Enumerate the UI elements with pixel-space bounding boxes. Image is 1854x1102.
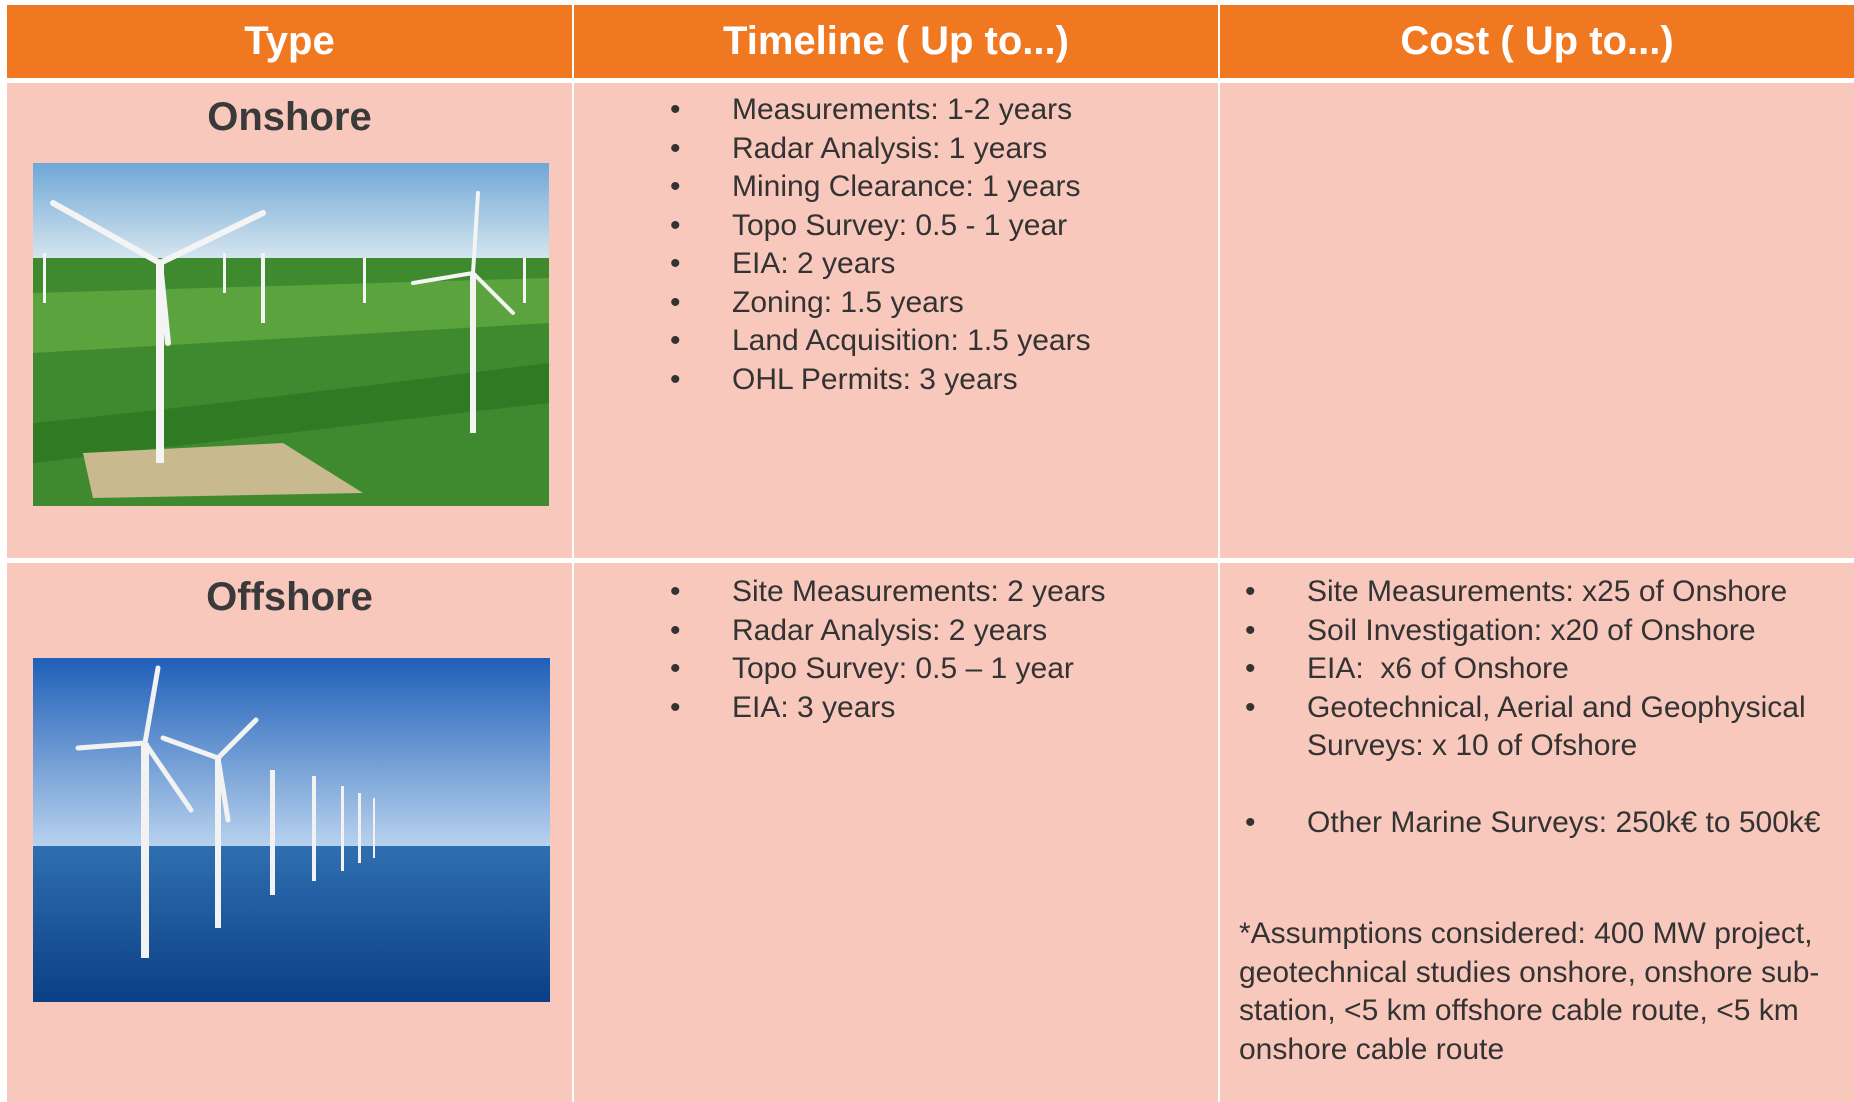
cost-item: Geotechnical, Aerial and Geophysical Sur…: [1245, 689, 1850, 766]
header-text: Timeline ( Up to...): [723, 19, 1069, 64]
cost-item: Other Marine Surveys: 250k€ to 500k€: [1245, 804, 1850, 843]
timeline-item: Land Acquisition: 1.5 years: [670, 322, 1091, 361]
header-cell: Cost ( Up to...): [1220, 5, 1854, 78]
timeline-item: Site Measurements: 2 years: [670, 573, 1106, 612]
timeline-item: Zoning: 1.5 years: [670, 284, 1091, 323]
header-text: Type: [244, 19, 334, 64]
timeline-item: Topo Survey: 0.5 – 1 year: [670, 650, 1106, 689]
timeline-cell: Measurements: 1-2 yearsRadar Analysis: 1…: [574, 83, 1218, 558]
header-text: Cost ( Up to...): [1400, 19, 1673, 64]
cost-list: Site Measurements: x25 of OnshoreSoil In…: [1245, 573, 1850, 843]
timeline-item: EIA: 3 years: [670, 689, 1106, 728]
type-cell: Onshore: [7, 83, 572, 558]
type-label: Offshore: [7, 575, 572, 620]
timeline-item: Radar Analysis: 1 years: [670, 130, 1091, 169]
assumptions-note: *Assumptions considered: 400 MW project,…: [1239, 915, 1839, 1069]
cost-cell: Site Measurements: x25 of OnshoreSoil In…: [1220, 563, 1854, 1102]
timeline-item: Radar Analysis: 2 years: [670, 612, 1106, 651]
header-cell: Timeline ( Up to...): [574, 5, 1218, 78]
timeline-item: OHL Permits: 3 years: [670, 361, 1091, 400]
timeline-item: Measurements: 1-2 years: [670, 91, 1091, 130]
timeline-list: Site Measurements: 2 yearsRadar Analysis…: [670, 573, 1106, 727]
timeline-list: Measurements: 1-2 yearsRadar Analysis: 1…: [670, 91, 1091, 399]
timeline-item: EIA: 2 years: [670, 245, 1091, 284]
type-cell: Offshore: [7, 563, 572, 1102]
type-label: Onshore: [7, 95, 572, 140]
timeline-cell: Site Measurements: 2 yearsRadar Analysis…: [574, 563, 1218, 1102]
cost-item: Soil Investigation: x20 of Onshore: [1245, 612, 1850, 651]
header-cell: Type: [7, 5, 572, 78]
onshore-photo: [33, 163, 549, 506]
timeline-item: Mining Clearance: 1 years: [670, 168, 1091, 207]
cost-item: EIA: x6 of Onshore: [1245, 650, 1850, 689]
cost-item: Site Measurements: x25 of Onshore: [1245, 573, 1850, 612]
cost-cell: [1220, 83, 1854, 558]
slide-table: Type Timeline ( Up to...) Cost ( Up to..…: [0, 0, 1854, 1102]
timeline-item: Topo Survey: 0.5 - 1 year: [670, 207, 1091, 246]
offshore-photo: [33, 658, 550, 1002]
